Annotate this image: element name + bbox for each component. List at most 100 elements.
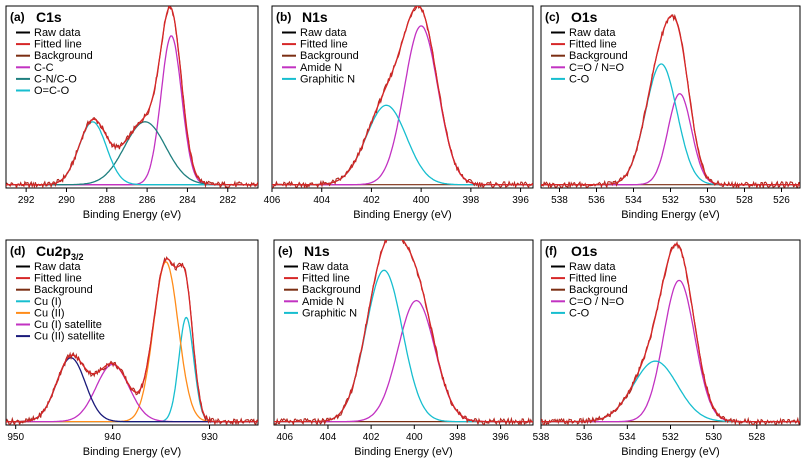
legend-entry: Raw data — [34, 27, 81, 39]
x-tick-label: 406 — [276, 432, 293, 443]
panel-title: O1s — [571, 9, 598, 25]
x-tick-label: 286 — [139, 195, 156, 206]
x-axis-label: Binding Energy (eV) — [83, 446, 181, 458]
panel-label: (a) — [10, 10, 25, 24]
plot-area — [541, 13, 800, 188]
x-axis-label: Binding Energy (eV) — [83, 209, 181, 221]
x-tick-label: 536 — [588, 195, 605, 206]
plot-frame — [5, 239, 259, 426]
x-tick-label: 282 — [219, 195, 236, 206]
series-fitted-line — [541, 243, 800, 423]
legend-entry: Graphitic N — [302, 307, 357, 319]
x-tick-label: 290 — [58, 195, 75, 206]
plot-frame — [271, 5, 534, 189]
panel-title: N1s — [302, 9, 328, 25]
series-peak-1 — [541, 93, 800, 186]
chart-panel-5: 406 404 402 400 398 396 Binding Energy (eV) (e)… — [273, 239, 534, 458]
panel-label: (c) — [545, 10, 560, 24]
legend-entry: C-O — [569, 73, 590, 85]
x-axis-label: Binding Energy (eV) — [621, 209, 719, 221]
panel-title: C1s — [36, 9, 62, 25]
legend-entry: Fitted line — [302, 273, 350, 285]
x-tick-label: 398 — [463, 195, 480, 206]
x-tick-label: 534 — [625, 195, 642, 206]
panel-label: (e) — [278, 244, 293, 258]
x-tick-label: 528 — [748, 432, 765, 443]
chart-panel-2: 406 404 402 400 398 396 Binding Energy (eV) (b)… — [264, 5, 534, 221]
chart-panel-6: 538 536 534 532 530 528 Binding Energy (eV) (f)… — [533, 239, 801, 458]
legend-entry: C-N/C-O — [34, 73, 77, 85]
x-axis-label: Binding Energy (eV) — [621, 446, 719, 458]
legend-entry: C-C — [34, 62, 54, 74]
panel-title: N1s — [304, 243, 330, 259]
x-tick-label: 398 — [449, 432, 466, 443]
panel-label: (b) — [276, 10, 291, 24]
panel-label: (f) — [545, 244, 557, 258]
x-tick-label: 284 — [179, 195, 196, 206]
legend-entry: Fitted line — [569, 273, 617, 285]
x-tick-label: 536 — [576, 432, 593, 443]
x-tick-label: 404 — [320, 432, 337, 443]
chart-panel-3: 538 536 534 532 530 528 526 Binding Energy (eV)… — [540, 5, 801, 221]
legend-entry: Raw data — [569, 27, 616, 39]
x-tick-label: 400 — [413, 195, 430, 206]
x-tick-label: 526 — [773, 195, 790, 206]
legend-entry: Graphitic N — [300, 73, 355, 85]
panel-title: Cu2p3/2 — [36, 243, 84, 262]
panel-label: (d) — [10, 244, 25, 258]
legend-entry: Fitted line — [300, 39, 348, 51]
legend-entry: Raw data — [302, 261, 349, 273]
series-fitted-line — [6, 6, 258, 186]
legend-entry: Raw data — [34, 261, 81, 273]
series-peak-2 — [272, 104, 533, 186]
x-axis-label: Binding Energy (eV) — [353, 209, 451, 221]
plot-area — [6, 6, 258, 188]
x-tick-label: 940 — [104, 432, 121, 443]
x-tick-label: 400 — [406, 432, 423, 443]
x-tick-label: 534 — [619, 432, 636, 443]
plot-area — [272, 6, 533, 188]
x-tick-label: 396 — [512, 195, 529, 206]
x-tick-label: 396 — [492, 432, 509, 443]
legend-entry: Fitted line — [34, 273, 82, 285]
x-axis-label: Binding Energy (eV) — [354, 446, 452, 458]
series-fitted-line — [274, 240, 533, 423]
legend-entry: Raw data — [300, 27, 347, 39]
legend-entry: Cu (I) — [34, 296, 62, 308]
panel-title-subscript: 3/2 — [71, 252, 84, 262]
series-peak-2 — [541, 360, 800, 423]
legend-entry: Amide N — [300, 62, 342, 74]
x-tick-label: 528 — [736, 195, 753, 206]
legend-entry: Cu (I) satellite — [34, 319, 102, 331]
series-raw-data — [274, 240, 533, 425]
x-tick-label: 532 — [662, 432, 679, 443]
legend-entry: Fitted line — [34, 39, 82, 51]
plot-area — [274, 240, 533, 425]
legend-entry: Background — [34, 284, 93, 296]
legend-entry: C=O / N=O — [569, 62, 624, 74]
series-peak-3 — [6, 363, 258, 423]
chart-panel-1: 292 290 288 286 284 282 Binding Energy (eV) (a)… — [5, 5, 259, 221]
legend-entry: Background — [569, 50, 628, 62]
legend-entry: Cu (II) satellite — [34, 331, 105, 343]
legend-entry: O=C-O — [34, 85, 70, 97]
x-tick-label: 530 — [705, 432, 722, 443]
legend-entry: Fitted line — [569, 39, 617, 51]
legend-entry: Cu (II) — [34, 307, 65, 319]
legend-entry: Background — [569, 284, 628, 296]
panel-title: O1s — [571, 243, 598, 259]
plot-area — [541, 240, 800, 425]
series-fitted-line — [541, 15, 800, 186]
plot-area — [6, 255, 258, 425]
series-raw-data — [541, 240, 800, 425]
x-tick-label: 292 — [18, 195, 35, 206]
series-raw-data — [541, 13, 800, 188]
legend-entry: C-O — [569, 307, 590, 319]
series-fitted-line — [6, 258, 258, 423]
